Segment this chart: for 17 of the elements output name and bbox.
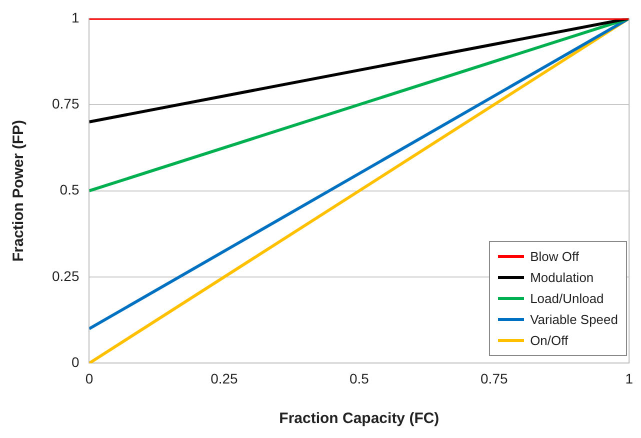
y-tick-label: 0.75 — [52, 95, 80, 112]
x-tick-label: 0.5 — [349, 370, 370, 386]
legend-label: Modulation — [530, 270, 594, 285]
legend-label: Variable Speed — [530, 312, 618, 327]
x-tick-label: 1 — [625, 370, 634, 386]
y-tick-label: 1 — [71, 9, 80, 26]
y-tick-label: 0 — [71, 354, 80, 370]
legend-label: Load/Unload — [530, 291, 604, 306]
y-axis-title: Fraction Power (FP) — [10, 120, 28, 262]
y-tick-label: 0.5 — [60, 182, 80, 198]
x-axis-title: Fraction Capacity (FC) — [279, 410, 440, 428]
y-tick-label: 0.25 — [52, 268, 80, 284]
x-tick-label: 0.25 — [210, 370, 238, 386]
legend-label: Blow Off — [530, 249, 579, 264]
x-tick-label: 0 — [85, 370, 94, 386]
legend-label: On/Off — [530, 333, 568, 348]
x-tick-label: 0.75 — [480, 370, 508, 386]
